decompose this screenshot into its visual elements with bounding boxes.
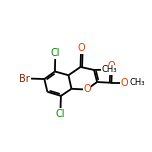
Text: Cl: Cl [51,48,60,58]
Text: O: O [77,43,85,54]
Text: Cl: Cl [56,109,65,119]
Text: O: O [121,78,128,88]
Text: CH₃: CH₃ [101,65,117,74]
Text: O: O [108,61,115,71]
Text: Br: Br [19,74,30,84]
Text: O: O [83,84,91,94]
Text: CH₃: CH₃ [130,78,145,87]
